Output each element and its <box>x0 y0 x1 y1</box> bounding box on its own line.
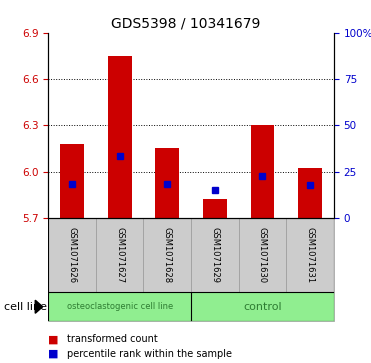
Bar <box>191 218 239 292</box>
Bar <box>96 218 144 292</box>
Text: GSM1071628: GSM1071628 <box>163 227 172 283</box>
Text: transformed count: transformed count <box>67 334 158 344</box>
Text: GSM1071629: GSM1071629 <box>210 227 219 283</box>
Bar <box>250 125 275 218</box>
Text: osteoclastogenic cell line: osteoclastogenic cell line <box>66 302 173 311</box>
Bar <box>108 56 132 218</box>
Bar <box>239 218 286 292</box>
Text: ■: ■ <box>48 349 59 359</box>
Text: GSM1071627: GSM1071627 <box>115 227 124 283</box>
Text: GSM1071626: GSM1071626 <box>68 227 76 283</box>
Text: control: control <box>243 302 282 312</box>
Text: percentile rank within the sample: percentile rank within the sample <box>67 349 232 359</box>
Text: cell line: cell line <box>4 302 47 312</box>
Bar <box>144 218 191 292</box>
Text: GSM1071630: GSM1071630 <box>258 227 267 283</box>
Polygon shape <box>35 300 43 313</box>
Bar <box>191 292 334 321</box>
Text: GSM1071631: GSM1071631 <box>306 227 315 283</box>
Bar <box>298 168 322 218</box>
Bar <box>48 292 191 321</box>
Bar <box>203 199 227 218</box>
Bar <box>48 218 96 292</box>
Bar <box>155 148 179 218</box>
Bar <box>60 144 84 218</box>
Bar <box>286 218 334 292</box>
Text: GDS5398 / 10341679: GDS5398 / 10341679 <box>111 16 260 30</box>
Text: ■: ■ <box>48 334 59 344</box>
